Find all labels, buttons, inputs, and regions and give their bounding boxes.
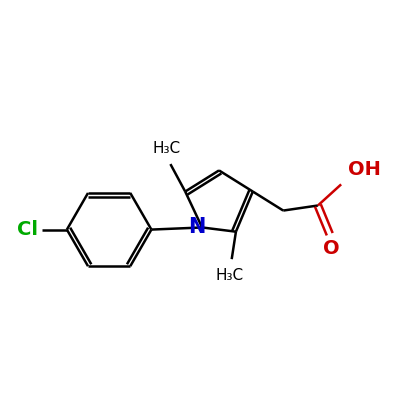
Text: H₃C: H₃C [153,141,181,156]
Text: N: N [188,217,206,237]
Text: Cl: Cl [17,220,38,239]
Text: H₃C: H₃C [216,268,244,283]
Text: O: O [323,239,340,258]
Text: OH: OH [348,160,381,179]
